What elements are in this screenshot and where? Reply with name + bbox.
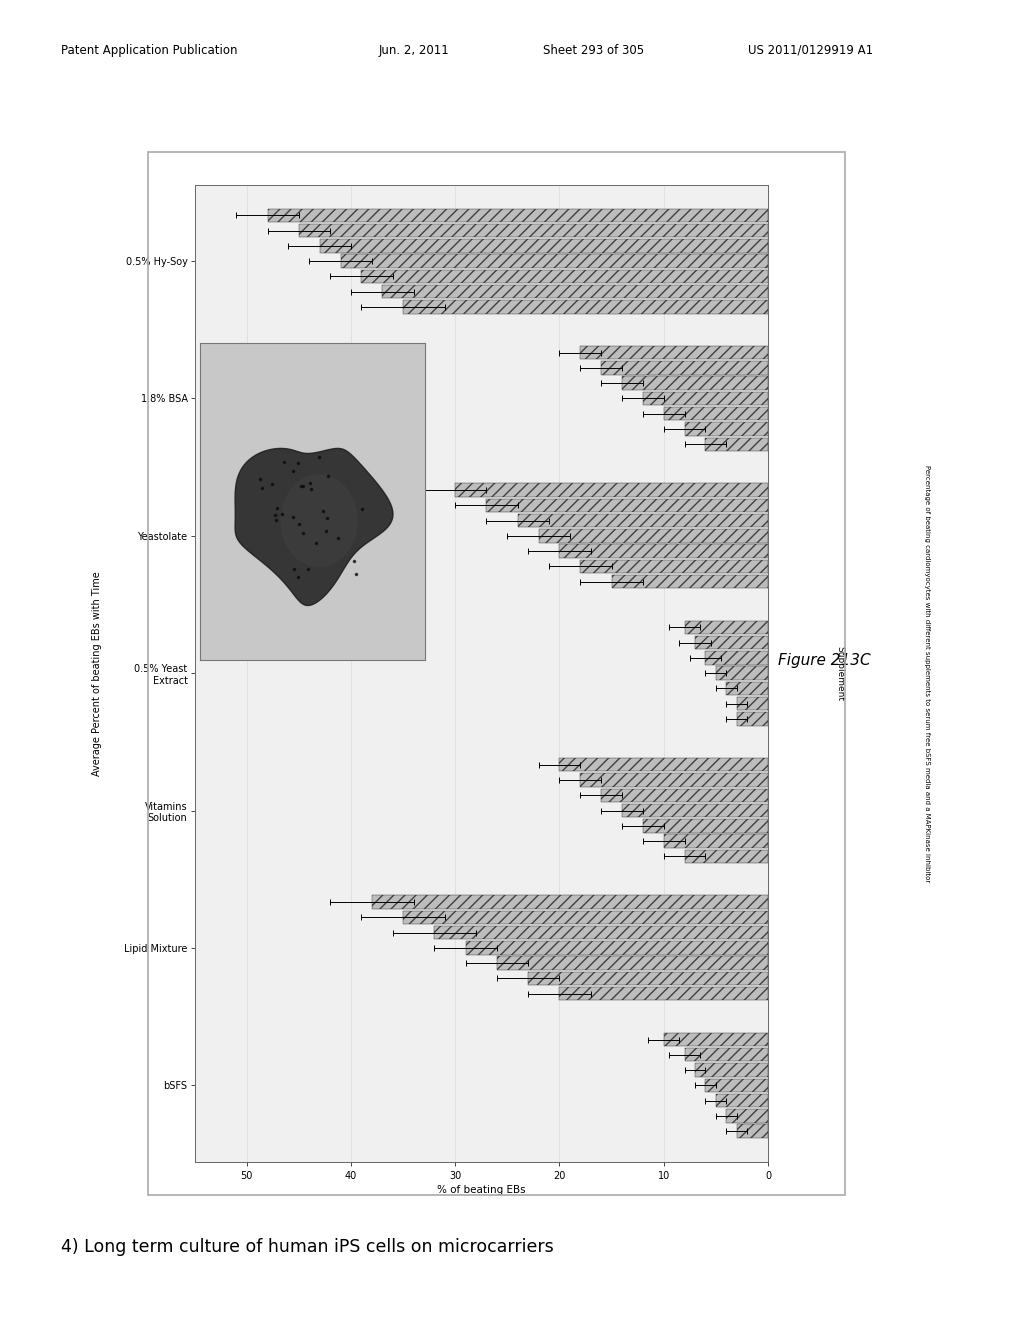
Bar xyxy=(581,560,768,573)
Text: 20 < n < 35: 20 < n < 35 xyxy=(269,561,329,572)
Bar xyxy=(382,285,768,298)
Bar xyxy=(685,850,768,863)
Bar xyxy=(716,1094,768,1107)
Bar xyxy=(559,758,768,771)
Bar xyxy=(434,925,768,940)
Bar xyxy=(643,820,768,833)
Text: Sheet 293 of 305: Sheet 293 of 305 xyxy=(543,44,644,57)
Bar xyxy=(706,651,768,665)
Bar xyxy=(664,834,768,847)
Text: Patent Application Publication: Patent Application Publication xyxy=(61,44,238,57)
Bar xyxy=(581,346,768,359)
Text: Figure 213C: Figure 213C xyxy=(778,652,870,668)
Bar xyxy=(403,300,768,314)
Bar xyxy=(456,483,768,496)
Bar xyxy=(361,269,768,282)
Bar xyxy=(736,697,768,710)
X-axis label: % of beating EBs: % of beating EBs xyxy=(437,1185,525,1195)
Bar xyxy=(466,941,768,954)
Bar xyxy=(695,636,768,649)
Bar xyxy=(706,1078,768,1092)
Bar xyxy=(601,362,768,375)
Bar xyxy=(341,255,768,268)
Bar xyxy=(518,513,768,527)
Polygon shape xyxy=(282,475,357,566)
Bar xyxy=(736,713,768,726)
Text: US 2011/0129919 A1: US 2011/0129919 A1 xyxy=(748,44,872,57)
Bar xyxy=(559,544,768,558)
Bar xyxy=(601,788,768,803)
Text: 4) Long term culture of human iPS cells on microcarriers: 4) Long term culture of human iPS cells … xyxy=(61,1238,554,1257)
Text: Jun. 2, 2011: Jun. 2, 2011 xyxy=(379,44,450,57)
Bar xyxy=(622,804,768,817)
Polygon shape xyxy=(236,449,393,606)
Bar xyxy=(497,957,768,970)
Bar xyxy=(685,422,768,436)
Bar xyxy=(736,1125,768,1138)
Bar xyxy=(726,681,768,696)
Bar xyxy=(403,911,768,924)
Bar xyxy=(726,1109,768,1122)
Bar xyxy=(716,667,768,680)
Bar xyxy=(664,1032,768,1047)
Bar xyxy=(685,620,768,634)
Bar xyxy=(372,895,768,909)
Bar xyxy=(581,774,768,787)
Text: Percentage of beating cardiomyocytes with different supplements to serum free bS: Percentage of beating cardiomyocytes wit… xyxy=(924,465,930,882)
Text: Number of aggregates per well: Number of aggregates per well xyxy=(222,500,375,511)
Bar xyxy=(611,576,768,589)
Bar xyxy=(559,987,768,1001)
Bar xyxy=(267,209,768,222)
Bar xyxy=(539,529,768,543)
Bar xyxy=(643,392,768,405)
Text: Supplement: Supplement xyxy=(836,645,844,701)
Bar xyxy=(622,376,768,389)
Bar xyxy=(486,499,768,512)
Bar xyxy=(664,407,768,421)
Bar xyxy=(319,239,768,252)
Bar xyxy=(695,1064,768,1077)
Bar xyxy=(685,1048,768,1061)
Bar xyxy=(299,224,768,238)
Bar xyxy=(528,972,768,985)
Text: Average Percent of beating EBs with Time: Average Percent of beating EBs with Time xyxy=(92,570,102,776)
Bar xyxy=(706,437,768,451)
